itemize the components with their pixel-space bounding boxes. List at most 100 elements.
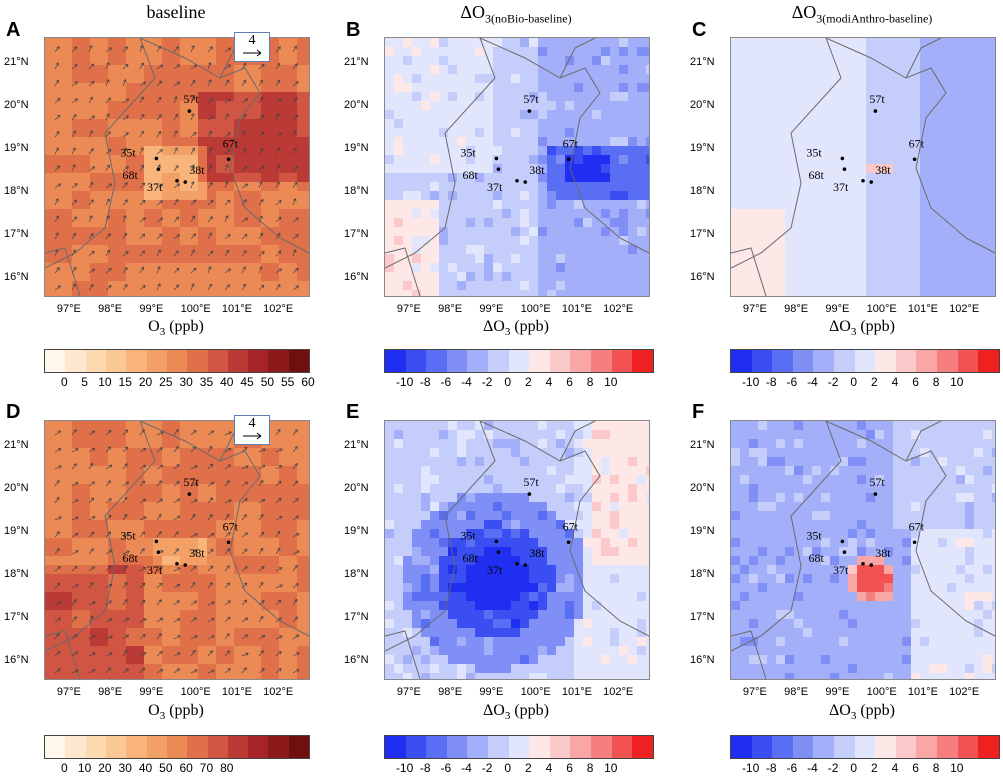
heat-cell: [261, 448, 271, 458]
heat-cell: [198, 164, 208, 174]
heat-cell: [493, 119, 503, 129]
heat-cell: [875, 173, 885, 183]
heat-cell: [279, 254, 289, 264]
heat-cell: [198, 191, 208, 201]
heat-cell: [884, 56, 894, 66]
heat-cell: [180, 430, 190, 440]
heat-cell: [902, 263, 912, 273]
heat-cell: [610, 65, 620, 75]
heat-cell: [288, 119, 298, 129]
heat-cell: [520, 137, 530, 147]
station-dot-57t: [187, 492, 192, 496]
heat-cell: [198, 565, 208, 575]
heat-cell: [547, 628, 557, 638]
heat-cell: [225, 520, 235, 530]
heat-cell: [198, 137, 208, 147]
wind-vector: [88, 497, 95, 504]
heat-cell: [279, 263, 289, 273]
wind-vector: [105, 514, 112, 521]
heat-cell: [520, 610, 530, 620]
heat-cell: [529, 610, 539, 620]
heat-cell: [153, 421, 163, 431]
heat-cell: [556, 628, 566, 638]
heat-cell: [198, 673, 208, 679]
heat-cell: [493, 511, 503, 521]
heat-cell: [610, 92, 620, 102]
heat-cell: [297, 430, 307, 440]
heat-cell: [252, 173, 262, 183]
heat-cell: [529, 538, 539, 548]
heat-cell: [108, 601, 118, 611]
heat-cell: [821, 218, 831, 228]
heat-cell: [430, 520, 440, 530]
wind-vector: [173, 216, 180, 223]
heat-cell: [520, 637, 530, 647]
heat-cell: [511, 646, 521, 656]
heat-cell: [45, 646, 55, 656]
heat-cell: [929, 173, 939, 183]
heat-cell: [574, 574, 584, 584]
colorbar-swatch: [105, 736, 127, 758]
heat-cell: [225, 110, 235, 120]
heat-cell: [198, 209, 208, 219]
heat-cell: [81, 484, 91, 494]
heat-cell: [108, 281, 118, 291]
station-label-37t: 37t: [833, 180, 849, 194]
heat-cell: [448, 245, 458, 255]
heat-cell: [171, 484, 181, 494]
heat-cell: [848, 137, 858, 147]
heat-cell: [430, 430, 440, 440]
heat-cell: [749, 164, 759, 174]
heat-cell: [812, 137, 822, 147]
wind-vector: [156, 599, 162, 606]
heat-cell: [776, 227, 786, 237]
heat-cell: [502, 502, 512, 512]
heat-cell: [938, 74, 948, 84]
wind-vector: [207, 430, 215, 436]
heat-cell: [893, 209, 903, 219]
heat-cell: [54, 538, 64, 548]
heat-cell: [45, 47, 55, 57]
heat-cell: [776, 146, 786, 156]
heat-cell: [90, 655, 100, 665]
heat-cell: [385, 502, 395, 512]
heat-cell: [830, 38, 840, 48]
heat-cell: [884, 74, 894, 84]
heat-cell: [198, 272, 208, 282]
heat-cell: [144, 200, 154, 210]
heat-cell: [207, 457, 217, 467]
heat-cell: [288, 281, 298, 291]
heat-cell: [848, 245, 858, 255]
heat-cell: [99, 245, 109, 255]
wind-vector: [105, 113, 110, 121]
heat-cell: [520, 290, 530, 296]
heat-cell: [153, 128, 163, 138]
heat-cell: [394, 272, 404, 282]
heat-cell: [234, 448, 244, 458]
heat-cell: [821, 254, 831, 264]
wind-vector: [71, 283, 76, 291]
heat-cell: [135, 164, 145, 174]
wind-vector: [190, 600, 198, 606]
heat-cell: [628, 182, 638, 192]
heat-cell: [162, 128, 172, 138]
heat-cell: [385, 592, 395, 602]
heat-cell: [857, 218, 867, 228]
heat-cell: [63, 475, 73, 485]
heat-cell: [171, 137, 181, 147]
heat-cell: [628, 583, 638, 593]
heat-cell: [911, 218, 921, 228]
heat-cell: [207, 583, 217, 593]
heat-cell: [502, 182, 512, 192]
heat-cell: [216, 619, 226, 629]
heat-cell: [565, 637, 575, 647]
heat-cell: [448, 263, 458, 273]
station-label-38t: 38t: [875, 163, 891, 177]
heat-cell: [484, 493, 494, 503]
heat-cell: [288, 191, 298, 201]
heat-cell: [261, 281, 271, 291]
heat-cell: [394, 110, 404, 120]
heat-cell: [794, 209, 804, 219]
wind-vector: [156, 431, 164, 436]
heat-cell: [162, 547, 172, 557]
